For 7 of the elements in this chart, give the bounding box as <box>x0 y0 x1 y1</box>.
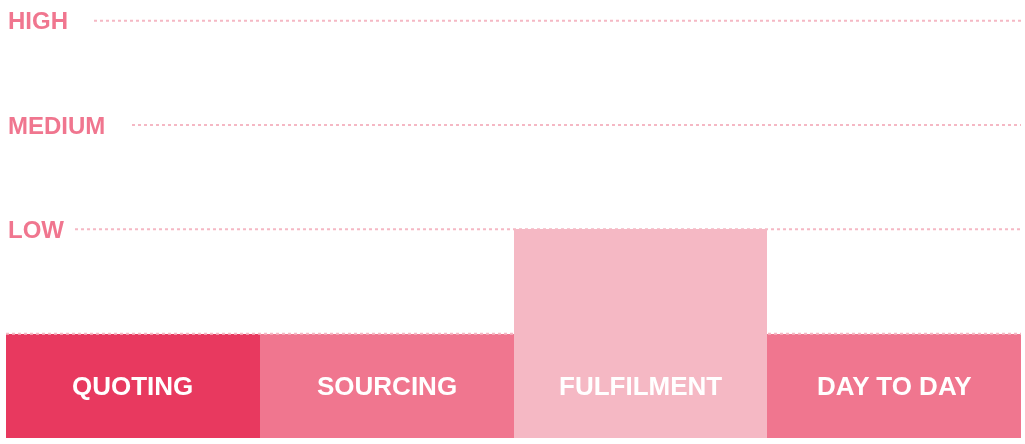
x-tick-label: DAY TO DAY <box>817 371 972 401</box>
x-tick-label: FULFILMENT <box>559 371 723 401</box>
ref-line-label: MEDIUM <box>8 112 106 139</box>
ref-line-label: HIGH <box>8 7 68 34</box>
x-tick-label: QUOTING <box>72 371 194 401</box>
ref-line-label: LOW <box>8 216 65 243</box>
x-tick-label: SOURCING <box>317 371 458 401</box>
